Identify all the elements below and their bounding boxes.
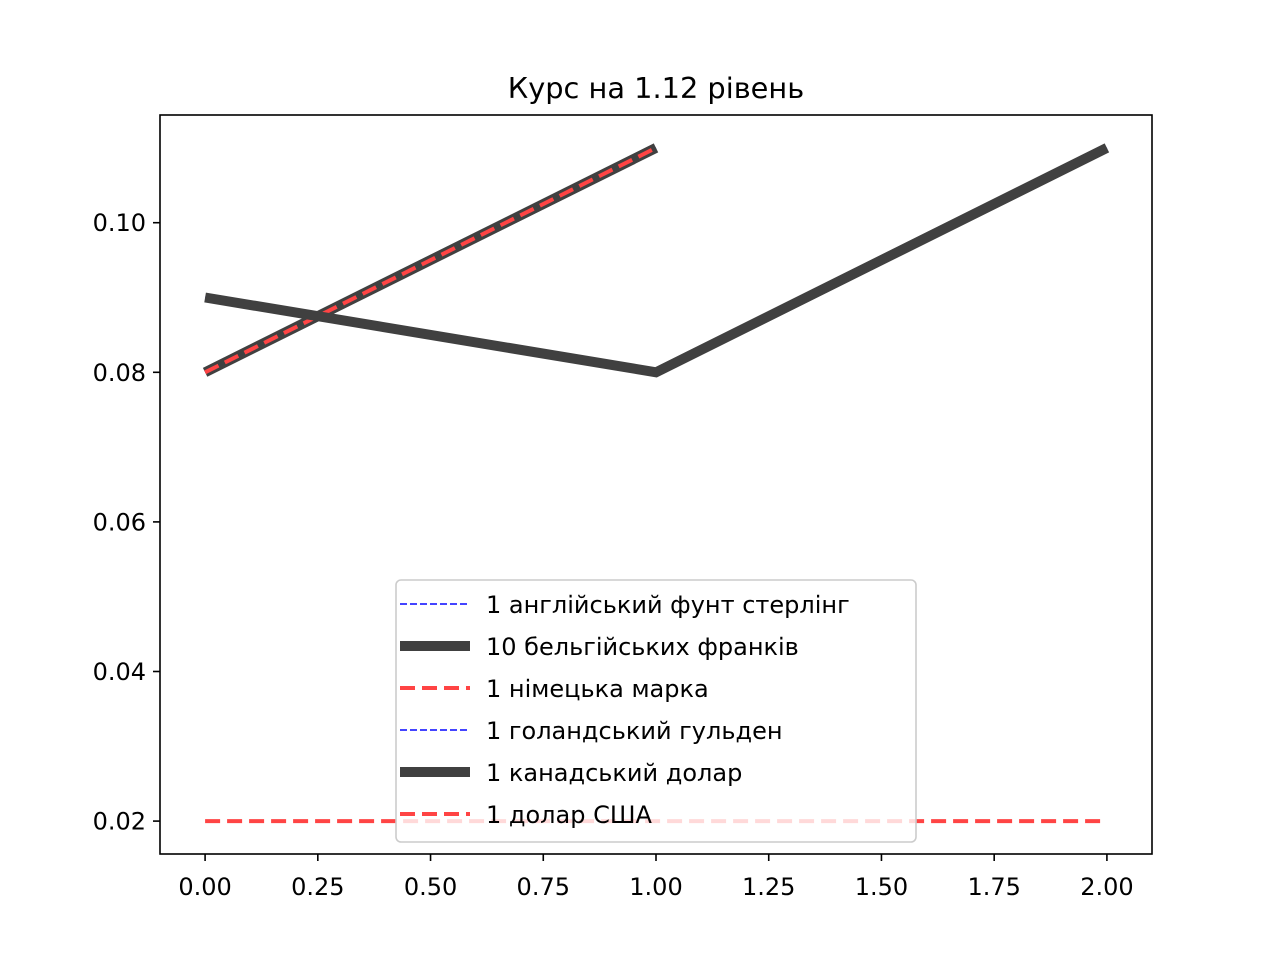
x-tick-label-3: 0.75 — [517, 873, 570, 901]
legend-label-2: 1 німецька марка — [486, 675, 709, 703]
legend-label-1: 10 бельгійських франків — [486, 633, 799, 661]
y-axis: 0.02 0.04 0.06 0.08 0.10 — [93, 209, 160, 836]
y-tick-label-3: 0.08 — [93, 359, 146, 387]
legend-label-5: 1 долар США — [486, 801, 653, 829]
x-tick-label-8: 2.00 — [1080, 873, 1133, 901]
series-line-2 — [204, 146, 657, 375]
legend-label-3: 1 голандський гульден — [486, 717, 783, 745]
legend: 1 англійський фунт стерлінг 10 бельгійськ… — [395, 579, 917, 843]
x-tick-label-0: 0.00 — [178, 873, 231, 901]
x-axis: 0.00 0.25 0.50 0.75 1.00 1.25 1.50 1.75 2.00 — [178, 854, 1134, 901]
y-tick-label-2: 0.06 — [93, 508, 146, 536]
x-tick-label-7: 1.75 — [967, 873, 1020, 901]
x-tick-label-2: 0.50 — [404, 873, 457, 901]
legend-label-4: 1 канадський долар — [486, 759, 742, 787]
series-layer — [202, 143, 1110, 824]
x-tick-label-6: 1.50 — [855, 873, 908, 901]
x-tick-label-4: 1.00 — [629, 873, 682, 901]
y-tick-label-1: 0.04 — [93, 658, 146, 686]
chart-title: Курс на 1.12 рівень — [508, 71, 804, 105]
legend-label-0: 1 англійський фунт стерлінг — [486, 591, 850, 619]
series-line-4 — [204, 143, 1110, 378]
y-tick-label-4: 0.10 — [93, 209, 146, 237]
y-tick-label-0: 0.02 — [93, 808, 146, 836]
legend-box — [395, 579, 917, 843]
x-tick-label-5: 1.25 — [742, 873, 795, 901]
x-tick-label-1: 0.25 — [291, 873, 344, 901]
